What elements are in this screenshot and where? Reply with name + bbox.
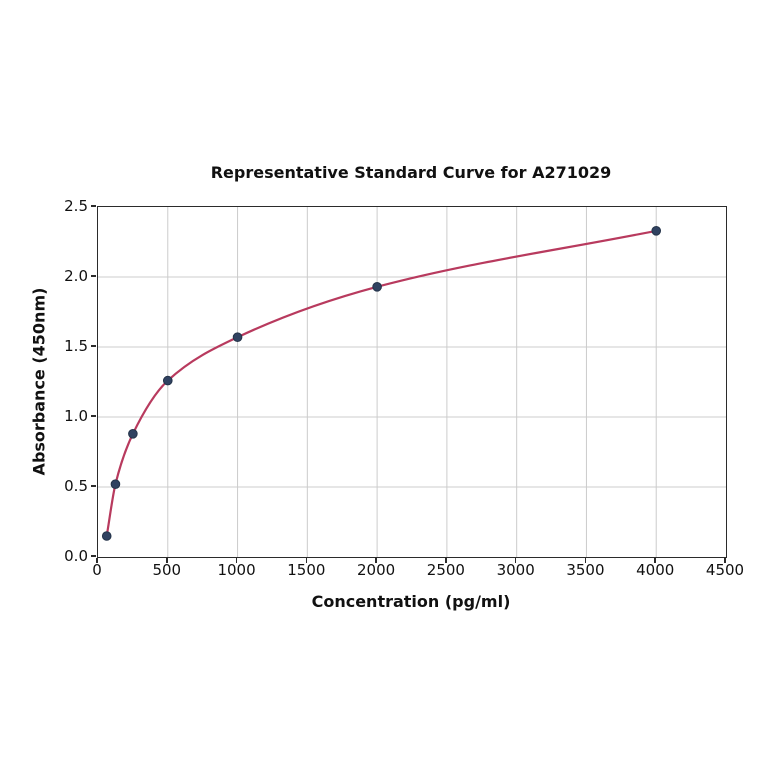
data-point [651, 226, 662, 236]
data-point [232, 332, 243, 342]
y-tick-label: 2.5 [64, 197, 88, 215]
plot-area [97, 206, 727, 558]
x-tick-label: 4500 [705, 561, 745, 579]
y-tick-mark [91, 485, 97, 487]
y-tick-label: 0.5 [64, 477, 88, 495]
y-tick-label: 2.0 [64, 267, 88, 285]
data-point [162, 375, 173, 386]
x-tick-label: 2000 [357, 561, 396, 579]
y-tick-mark [91, 345, 97, 347]
y-tick-label: 1.0 [64, 407, 88, 425]
y-tick-mark [91, 555, 97, 557]
x-tick-mark [514, 557, 517, 563]
y-tick-mark [91, 205, 97, 207]
x-tick-mark [166, 557, 168, 563]
y-tick-mark [91, 275, 97, 277]
x-tick-mark [96, 557, 98, 563]
x-tick-label: 3500 [566, 561, 605, 579]
x-tick-label: 0 [92, 561, 102, 579]
data-point [101, 531, 112, 541]
x-tick-mark [654, 557, 656, 563]
data-point [372, 282, 382, 292]
x-tick-mark [305, 557, 308, 563]
x-tick-mark [375, 557, 377, 563]
data-point [110, 479, 121, 490]
x-tick-mark [235, 557, 238, 563]
x-tick-label: 2500 [426, 561, 465, 579]
y-tick-label: 1.5 [64, 337, 88, 355]
y-tick-mark [91, 415, 97, 417]
standard-curve-plot [98, 207, 726, 557]
x-tick-mark [584, 557, 587, 563]
y-axis-title: Absorbance (450nm) [29, 287, 49, 476]
x-tick-mark [724, 557, 726, 563]
x-tick-mark [445, 557, 447, 563]
fit-curve [105, 229, 658, 538]
x-axis-title: Concentration (pg/ml) [311, 592, 511, 611]
x-tick-label: 3000 [496, 561, 535, 579]
x-tick-label: 4000 [636, 561, 675, 579]
x-tick-label: 1000 [217, 561, 256, 579]
chart-title: Representative Standard Curve for A27102… [210, 163, 612, 182]
y-tick-label: 0.0 [64, 547, 88, 565]
data-point [128, 429, 138, 439]
x-tick-label: 1500 [287, 561, 326, 579]
x-tick-label: 500 [152, 561, 182, 579]
